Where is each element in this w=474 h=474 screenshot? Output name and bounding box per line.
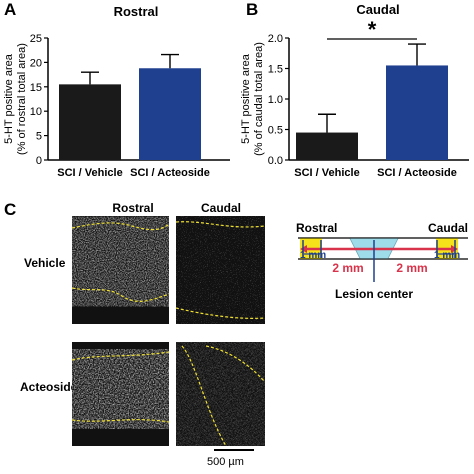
y-tick-label: 0 — [36, 155, 42, 167]
panel-letter-b: B — [246, 0, 259, 19]
y-tick-label: 2.0 — [268, 33, 283, 45]
category-label: SCI / Acteoside — [130, 167, 210, 179]
y-tick-label: 10 — [30, 106, 42, 118]
panel-letter-c: C — [4, 200, 17, 219]
bar — [59, 84, 121, 160]
chart-title: Rostral — [114, 4, 159, 19]
lesion-schematic: Rostral Caudal 1 mm 1 mm 2 mm 2 mm Lesio… — [296, 222, 468, 301]
scale-bar-line — [214, 449, 254, 451]
left-2mm-label: 2 mm — [332, 261, 363, 275]
bar — [386, 65, 448, 160]
y-tick-label: 5 — [36, 131, 42, 143]
right-1mm-label: 1 mm — [434, 250, 460, 261]
micrograph-vehicle-rostral — [72, 216, 169, 324]
y-tick-label: 0.0 — [268, 155, 283, 167]
y-tick-label: 0.5 — [268, 125, 283, 137]
chart-title: Caudal — [356, 2, 399, 17]
left-1mm-label: 1 mm — [300, 250, 326, 261]
y-tick-label: 15 — [30, 82, 42, 94]
micrograph-acteoside-caudal — [176, 342, 265, 446]
right-2mm-label: 2 mm — [396, 261, 427, 275]
micrograph-vehicle-caudal — [176, 216, 265, 324]
row-label-vehicle: Vehicle — [24, 256, 66, 270]
schematic-caudal-label: Caudal — [428, 222, 468, 235]
panel-letter-a: A — [4, 0, 17, 19]
bar — [139, 68, 201, 160]
chart-caudal: Caudal 0.0 0.5 1.0 1.5 2.05-HT positive area… — [240, 2, 469, 179]
y-tick-label: 25 — [30, 33, 42, 45]
micrograph-acteoside-rostral — [72, 342, 169, 446]
col-label-caudal: Caudal — [200, 201, 241, 215]
y-tick-label: 1.0 — [268, 94, 283, 106]
schematic-rostral-label: Rostral — [296, 222, 337, 235]
y-tick-label: 1.5 — [268, 64, 283, 76]
significance-star: * — [368, 17, 377, 42]
category-label: SCI / Vehicle — [57, 167, 122, 179]
scale-bar-label: 500 µm — [207, 456, 244, 468]
y-axis-label: 5-HT positive area(% of rostral total ar… — [3, 43, 28, 155]
y-axis-label: 5-HT positive area(% of caudal total are… — [240, 42, 265, 156]
y-tick-label: 20 — [30, 57, 42, 69]
row-label-acteoside: Acteoside — [20, 380, 78, 394]
category-label: SCI / Vehicle — [294, 167, 359, 179]
col-label-rostral: Rostral — [112, 201, 154, 215]
category-label: SCI / Acteoside — [377, 167, 457, 179]
bar — [296, 132, 358, 160]
lesion-center-label: Lesion center — [335, 287, 413, 301]
chart-rostral: Rostral 0 5 10 15 20 255-HT positive area(% o… — [3, 4, 230, 179]
